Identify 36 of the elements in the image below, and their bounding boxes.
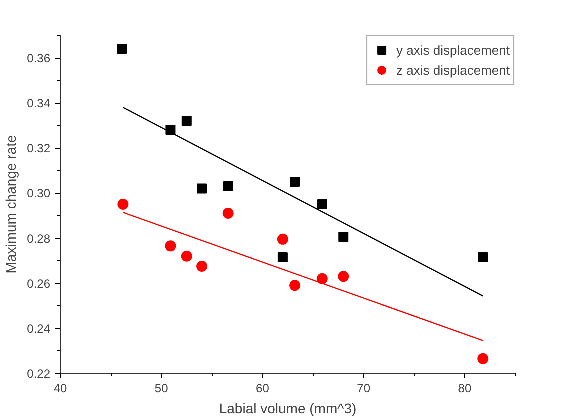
point [222, 208, 234, 220]
x-tick-label: 60 [256, 382, 270, 396]
y-tick-label: 0.36 [27, 52, 51, 66]
x-axis-title: Labial volume (mm^3) [219, 400, 357, 416]
y-tick-label: 0.30 [27, 186, 51, 201]
point [317, 200, 328, 210]
point [478, 353, 489, 364]
point [165, 240, 176, 252]
point [181, 250, 192, 262]
legend-label: y axis displacement [396, 42, 510, 58]
x-tick-label: 50 [154, 382, 169, 396]
point [338, 232, 349, 242]
point [290, 280, 301, 292]
point [182, 116, 192, 126]
y-tick-label: 0.26 [27, 276, 51, 291]
x-tick-label: 80 [458, 382, 472, 396]
y-tick-label: 0.28 [27, 232, 51, 246]
y-tick-label: 0.32 [27, 142, 51, 156]
point [316, 273, 328, 284]
point [197, 184, 208, 194]
point [290, 176, 300, 187]
point [478, 252, 488, 262]
x-tick-label: 70 [357, 382, 371, 396]
point [277, 234, 288, 245]
y-axis-title: Maximum change rate [3, 135, 20, 274]
point [278, 252, 288, 262]
x-tick-label: 40 [54, 382, 68, 396]
point [338, 271, 350, 282]
point [118, 199, 129, 210]
point [196, 260, 208, 272]
y-tick-label: 0.24 [27, 322, 51, 336]
point [223, 181, 234, 192]
legend-label: z axis displacement [396, 62, 510, 78]
y-tick-label: 0.22 [27, 367, 51, 381]
y-tick-label: 0.34 [27, 96, 51, 111]
point [117, 44, 128, 54]
